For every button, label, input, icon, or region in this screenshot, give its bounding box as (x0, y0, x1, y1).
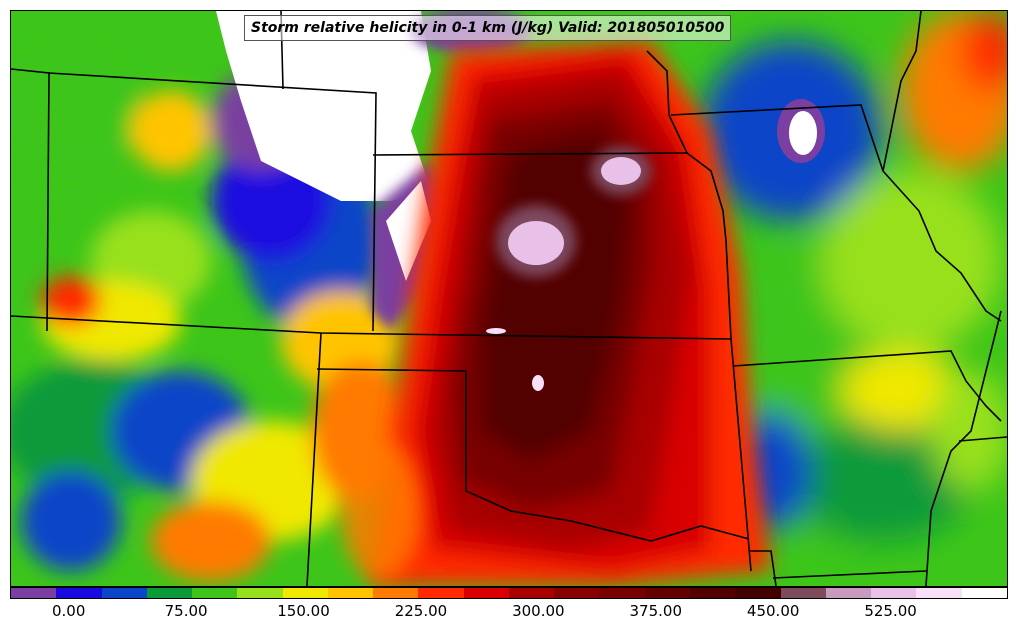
colorbar-bin (689, 588, 736, 598)
colorbar-tick-label: 300.00 (512, 602, 565, 620)
colorbar-tick-labels: 0.00 75.00 150.00 225.00 300.00 375.00 450.00 5… (10, 600, 1008, 630)
map-panel (10, 10, 1008, 587)
helicity-field (11, 11, 1007, 586)
map-title: Storm relative helicity in 0-1 km (J/kg)… (251, 20, 725, 36)
colorbar-bin (871, 588, 917, 598)
colorbar-bin (418, 588, 464, 598)
colorbar-bin (327, 588, 374, 598)
colorbar-bin (463, 588, 509, 598)
colorbar-tick-label: 0.00 (52, 602, 86, 620)
colorbar-tick-label: 75.00 (164, 602, 208, 620)
colorbar-bin (825, 588, 872, 598)
colorbar-bin (146, 588, 193, 598)
colorbar-bin (373, 588, 419, 598)
colorbar-tick-label: 375.00 (629, 602, 683, 620)
colorbar-bin (961, 588, 1007, 598)
state-borders (11, 11, 1007, 586)
colorbar-bin (101, 588, 147, 598)
colorbar-bin (237, 588, 283, 598)
colorbar-bin (192, 588, 238, 598)
colorbar-tick-label: 225.00 (394, 602, 448, 620)
colorbar-bin (599, 588, 645, 598)
colorbar-bin (644, 588, 690, 598)
colorbar-bin (916, 588, 962, 598)
colorbar-bin (508, 588, 555, 598)
helicity-map (11, 11, 1007, 586)
colorbar-bin (11, 588, 57, 598)
colorbar-bin (735, 588, 781, 598)
map-title-box: Storm relative helicity in 0-1 km (J/kg)… (244, 15, 732, 41)
colorbar-tick-label: 150.00 (277, 602, 330, 620)
colorbar-bin (282, 588, 328, 598)
colorbar-bin (56, 588, 102, 598)
colorbar-tick-label: 525.00 (864, 602, 917, 620)
colorbar-bin (554, 588, 600, 598)
colorbar-tick-label: 450.00 (746, 602, 800, 620)
colorbar-bin (780, 588, 826, 598)
colorbar (10, 587, 1008, 599)
